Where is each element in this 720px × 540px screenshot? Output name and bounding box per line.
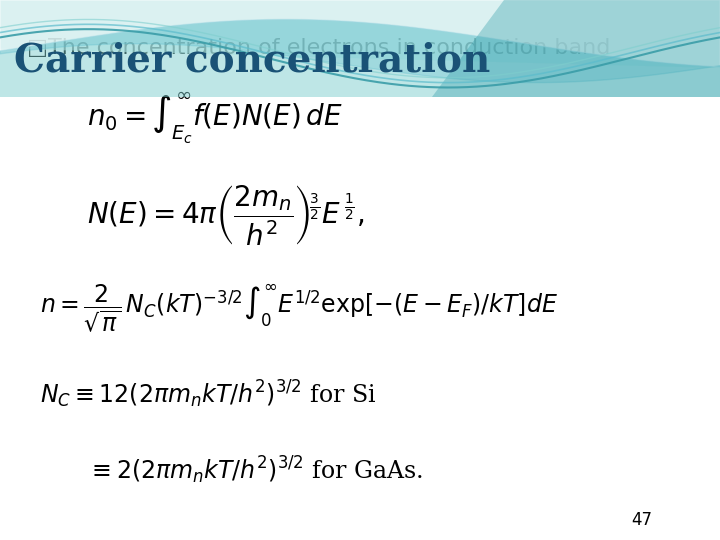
Text: 47: 47 <box>631 511 652 529</box>
Text: $n = \dfrac{2}{\sqrt{\pi}}\, N_C(kT)^{-3/2} \int_0^{\infty} E^{1/2} \exp[-(E-E_F: $n = \dfrac{2}{\sqrt{\pi}}\, N_C(kT)^{-3… <box>40 282 559 334</box>
Text: Carrier concentration: Carrier concentration <box>14 42 490 80</box>
Text: $n_0 = \int_{E_c}^{\infty} f(E)N(E)\, dE$: $n_0 = \int_{E_c}^{\infty} f(E)N(E)\, dE… <box>87 91 343 146</box>
Polygon shape <box>432 0 720 97</box>
Text: □The concentration of electrons in conduction band: □The concentration of electrons in condu… <box>27 38 611 58</box>
Polygon shape <box>0 0 720 68</box>
Text: $N(E) = 4\pi\left(\dfrac{2m_n}{h^2}\right)^{\!\frac{3}{2}} E^{\,\frac{1}{2}},$: $N(E) = 4\pi\left(\dfrac{2m_n}{h^2}\righ… <box>87 184 365 248</box>
Polygon shape <box>0 0 720 97</box>
Text: $\equiv 2(2\pi m_n kT/h^2)^{3/2}$ for GaAs.: $\equiv 2(2\pi m_n kT/h^2)^{3/2}$ for Ga… <box>87 454 423 485</box>
Text: $N_C \equiv 12(2\pi m_n kT/h^2)^{3/2}$ for Si: $N_C \equiv 12(2\pi m_n kT/h^2)^{3/2}$ f… <box>40 379 377 410</box>
